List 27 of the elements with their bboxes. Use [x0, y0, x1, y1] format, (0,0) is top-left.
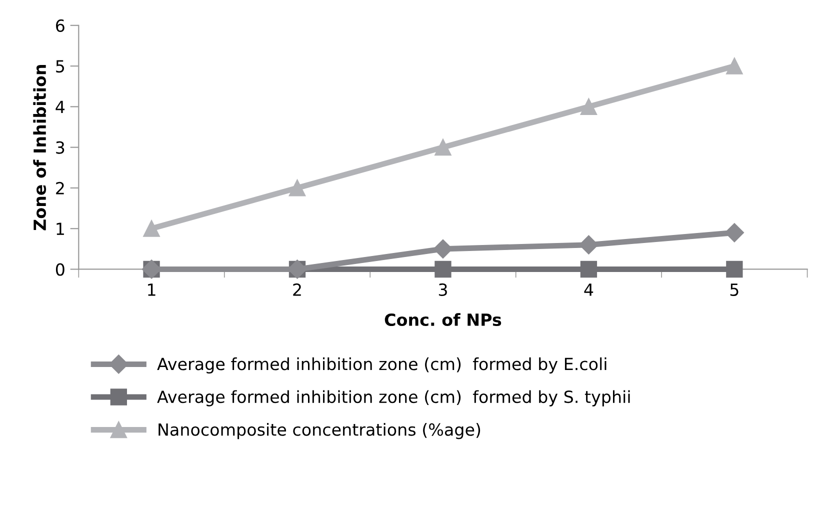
x-tick-label: 4 — [584, 284, 594, 296]
point — [580, 98, 598, 116]
point — [724, 223, 744, 242]
legend-label: Average formed inhibition zone (cm) formed by S. typhii — [157, 390, 630, 406]
y-tick-label: 6 — [56, 19, 64, 32]
y-tick-label: 1 — [56, 222, 64, 235]
y-tick-label: 5 — [56, 60, 64, 73]
y-tick-label: 4 — [56, 100, 65, 114]
legend-label: Nanocomposite concentrations (%age) — [158, 422, 480, 440]
point — [434, 260, 452, 278]
y-axis-title: Zone of Inhibition — [33, 64, 46, 230]
x-tick-label: 5 — [730, 284, 738, 296]
x-tick-label: 3 — [438, 283, 447, 296]
point — [726, 58, 743, 74]
point — [580, 260, 598, 278]
point — [434, 138, 452, 156]
y-tick-label: 0 — [56, 263, 64, 276]
x-tick-label: 2 — [293, 283, 301, 296]
x-tick-label: 1 — [148, 284, 156, 296]
legend-label: Average formed inhibition zone (cm) formed by E.coli — [157, 357, 606, 374]
point — [726, 260, 743, 278]
point — [143, 220, 160, 237]
point — [579, 235, 598, 254]
point — [288, 180, 306, 196]
y-tick-label: 3 — [56, 141, 64, 154]
y-tick-label: 2 — [56, 182, 64, 194]
x-axis-title: Conc. of NPs — [384, 313, 502, 326]
